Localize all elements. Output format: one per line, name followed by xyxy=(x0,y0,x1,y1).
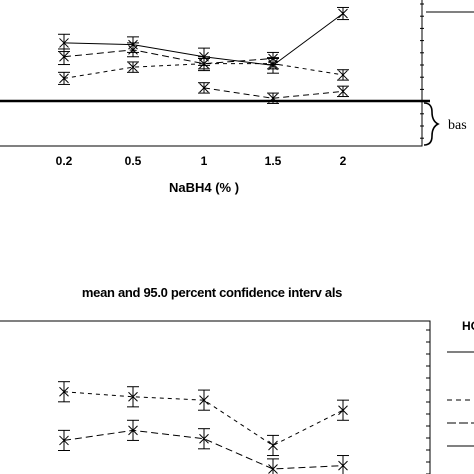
x-tick-label: 0.5 xyxy=(125,154,142,168)
data-point xyxy=(59,72,69,84)
data-point xyxy=(128,39,138,51)
data-point xyxy=(59,434,69,446)
data-point xyxy=(128,424,138,436)
series-line xyxy=(63,391,344,447)
data-point xyxy=(199,394,209,406)
series xyxy=(58,6,349,74)
data-point xyxy=(268,92,278,104)
series-line xyxy=(63,429,344,470)
series xyxy=(198,82,349,104)
data-point xyxy=(338,460,348,472)
data-point xyxy=(268,59,278,71)
series xyxy=(58,42,279,72)
top-right-axis-ticks xyxy=(420,3,424,139)
data-point xyxy=(59,51,69,63)
data-point xyxy=(199,51,209,63)
data-point xyxy=(268,439,278,451)
top-chart: bas 0.2 0.5 1 1.5 2 NaBH4 (% ) xyxy=(0,0,474,195)
series-line xyxy=(63,63,344,79)
data-point xyxy=(199,82,209,94)
data-point xyxy=(199,433,209,445)
data-point xyxy=(268,463,278,474)
x-tick-label: 1.5 xyxy=(265,154,282,168)
data-point xyxy=(338,69,348,81)
top-plot-frame xyxy=(0,0,423,147)
bottom-chart: mean and 95.0 percent confidence interv … xyxy=(0,285,474,474)
bottom-plot-frame xyxy=(0,320,431,474)
series xyxy=(58,419,349,474)
x-tick-label: 1 xyxy=(201,154,208,168)
x-tick-label: 0.2 xyxy=(56,154,73,168)
series-line xyxy=(203,87,344,99)
top-x-tick-labels: 0.2 0.5 1 1.5 2 xyxy=(56,154,347,168)
data-point xyxy=(338,85,348,97)
chart-title: mean and 95.0 percent confidence interv … xyxy=(82,285,342,300)
bottom-series-group xyxy=(58,381,349,474)
top-series-group xyxy=(58,6,349,104)
data-point xyxy=(59,386,69,398)
brace-icon xyxy=(423,102,440,146)
series xyxy=(58,381,349,457)
data-point xyxy=(59,37,69,49)
data-point xyxy=(338,8,348,20)
base-annotation: bas xyxy=(448,118,467,133)
data-point xyxy=(128,61,138,73)
bottom-right-axis-ticks xyxy=(426,329,430,474)
data-point xyxy=(128,391,138,403)
x-axis-label: NaBH4 (% ) xyxy=(169,180,239,195)
x-tick-label: 2 xyxy=(340,154,347,168)
legend-title: HC xyxy=(462,319,474,333)
data-point xyxy=(338,404,348,416)
